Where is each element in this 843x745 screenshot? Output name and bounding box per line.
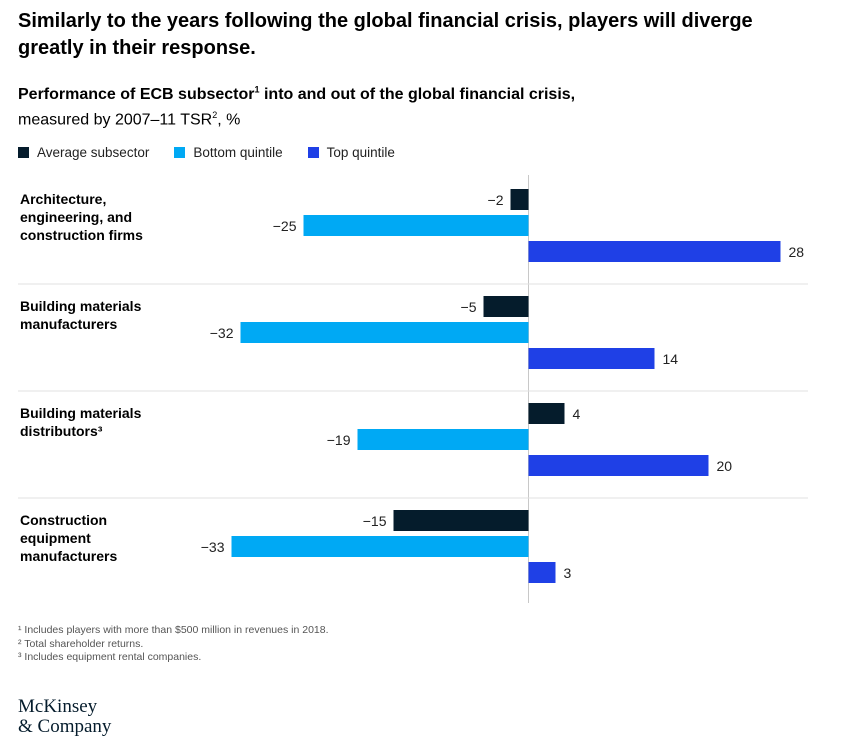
legend-swatch-1 [174, 146, 186, 158]
bar-1-1 [240, 322, 529, 343]
footnote-3: ³ Includes equipment rental companies. [18, 651, 202, 663]
legend-label-0: Average subsector [37, 144, 150, 160]
chart-subtitle: Performance of ECB subsector1 into and o… [18, 80, 818, 131]
bar-2-0 [528, 403, 565, 424]
subtitle-bold: Performance of ECB subsector1 into and o… [18, 85, 576, 104]
chart-headline: Similarly to the years following the glo… [18, 10, 753, 59]
value-label-0-0: −2 [488, 192, 504, 208]
category-label-3: Construction equipment manufacturers [20, 512, 117, 564]
value-label-2-2: 20 [717, 458, 733, 474]
subtitle-sup-2: 2 [212, 110, 218, 121]
category-label-line: engineering, and [20, 209, 132, 225]
footnote-1: ¹ Includes players with more than $500 m… [18, 624, 329, 636]
subtitle-line2-tail: , % [217, 111, 241, 129]
value-label-2-1: −19 [327, 432, 351, 448]
bar-2-1 [357, 429, 529, 450]
category-label-0: Architecture, engineering, and constructio… [20, 191, 143, 243]
logo-line-2: & Company [18, 716, 112, 737]
legend-label-1: Bottom quintile [193, 144, 283, 160]
subtitle-bold-tail: into and out of the global financial cri… [259, 86, 576, 104]
legend-item-1: Bottom quintile [174, 144, 283, 160]
value-label-3-1: −33 [201, 539, 225, 555]
bar-chart: Architecture, engineering, and constructio… [18, 175, 808, 603]
category-label-line: Building materials [20, 405, 142, 421]
footnotes: ¹ Includes players with more than $500 m… [18, 624, 329, 665]
category-label-line: Architecture, [20, 191, 106, 207]
mckinsey-logo: McKinsey & Company [18, 697, 111, 737]
legend-swatch-0 [18, 146, 29, 158]
category-label-line: manufacturers [20, 548, 117, 564]
value-label-3-2: 3 [564, 565, 572, 581]
value-label-1-1: −32 [210, 325, 234, 341]
legend-item-0: Average subsector [18, 145, 149, 160]
footnote-2: ² Total shareholder returns. [18, 637, 144, 650]
logo-line-1: McKinsey [18, 696, 98, 717]
category-label-line: construction firms [20, 227, 143, 243]
bar-3-1 [231, 536, 529, 557]
value-label-0-2: 28 [789, 244, 805, 260]
legend-label-2: Top quintile [326, 144, 395, 160]
legend-swatch-2 [307, 146, 319, 158]
value-label-1-2: 14 [663, 351, 679, 367]
subtitle-sup-1: 1 [254, 85, 260, 95]
value-label-3-0: −15 [363, 513, 387, 529]
legend-item-2: Top quintile [307, 144, 395, 160]
bar-1-2 [528, 348, 655, 369]
category-label-line: Construction [20, 512, 107, 528]
category-label-line: manufacturers [20, 316, 117, 332]
category-label-line: Building materials [20, 298, 142, 314]
subtitle-line2: measured by 2007–11 TSR [18, 111, 213, 129]
bar-1-0 [483, 296, 529, 317]
category-label-2: Building materials distributors³ [20, 405, 142, 439]
bar-0-1 [303, 215, 529, 236]
subtitle-bold-text: Performance of ECB subsector [18, 86, 255, 104]
bar-0-0 [510, 189, 529, 210]
bar-3-2 [528, 562, 556, 583]
bar-0-2 [528, 241, 781, 262]
chart-legend: Average subsector Bottom quintile Top quin… [18, 144, 420, 160]
value-label-1-0: −5 [461, 299, 477, 315]
category-label-line: distributors³ [20, 423, 103, 439]
category-label-1: Building materials manufacturers [20, 298, 142, 332]
bar-3-0 [393, 510, 529, 531]
category-label-line: equipment [20, 530, 91, 546]
value-label-0-1: −25 [273, 218, 297, 234]
bar-2-2 [528, 455, 709, 476]
value-label-2-0: 4 [573, 406, 581, 422]
